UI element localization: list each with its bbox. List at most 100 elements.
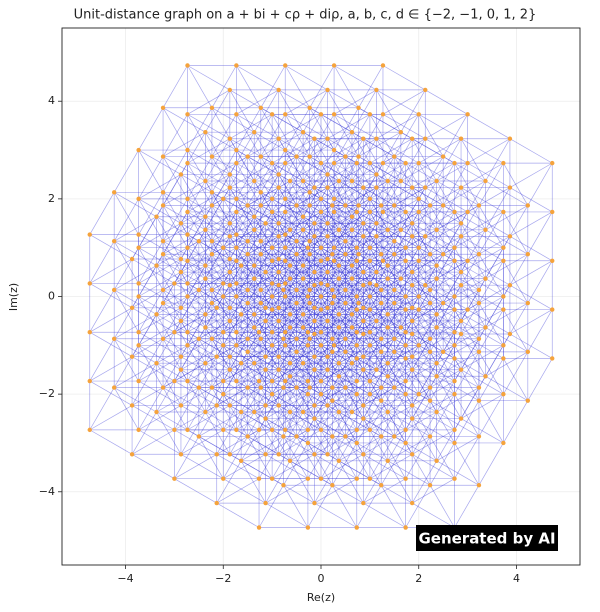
edge <box>393 254 420 297</box>
edge <box>320 236 364 262</box>
point <box>331 160 337 166</box>
point <box>318 378 324 384</box>
edge <box>223 405 266 431</box>
edge <box>138 271 182 297</box>
edge <box>460 271 504 297</box>
edge <box>333 260 359 304</box>
edge <box>236 107 262 151</box>
point <box>465 258 470 263</box>
edge <box>156 240 200 266</box>
point <box>343 385 348 390</box>
edge <box>418 222 462 248</box>
edge <box>314 271 340 315</box>
point <box>209 287 215 293</box>
point <box>379 300 384 306</box>
point <box>550 356 555 361</box>
point <box>427 398 433 403</box>
edge <box>284 254 310 297</box>
edge <box>363 296 406 322</box>
edge <box>382 138 426 164</box>
edge <box>356 387 382 431</box>
point <box>234 294 239 299</box>
edge <box>271 162 297 206</box>
edge <box>283 436 309 479</box>
edge <box>187 260 230 286</box>
edge <box>302 132 328 175</box>
edge <box>436 460 480 486</box>
edge <box>332 345 358 388</box>
point <box>227 354 233 359</box>
edge <box>412 236 455 262</box>
edge <box>436 205 480 231</box>
edge <box>320 205 346 248</box>
edge <box>369 453 413 479</box>
edge <box>162 65 188 108</box>
edge <box>442 253 486 279</box>
edge <box>442 162 468 206</box>
point <box>403 343 408 348</box>
edge <box>509 260 553 286</box>
edge <box>356 436 382 479</box>
edge <box>387 411 413 455</box>
edge <box>253 271 279 315</box>
edge <box>332 302 358 346</box>
edge <box>400 253 444 279</box>
edge <box>369 345 413 371</box>
edge <box>369 162 413 188</box>
point <box>294 252 299 257</box>
edge <box>253 411 279 455</box>
point <box>452 160 457 166</box>
edge <box>229 307 273 333</box>
edge <box>271 198 297 242</box>
edge <box>302 187 328 230</box>
point <box>330 252 335 257</box>
edge <box>254 338 297 364</box>
point <box>318 258 324 263</box>
edge <box>314 429 357 455</box>
edge <box>260 345 286 388</box>
point <box>185 294 190 299</box>
edge <box>302 369 328 413</box>
edge <box>376 198 419 224</box>
point <box>294 154 299 159</box>
edge <box>363 453 406 479</box>
edge <box>229 271 255 315</box>
edge <box>363 478 406 504</box>
edge <box>229 229 255 273</box>
edge <box>327 429 371 455</box>
edge <box>345 254 371 297</box>
edge <box>138 345 182 371</box>
edge <box>247 387 291 413</box>
edge <box>265 320 291 364</box>
point <box>440 252 446 257</box>
point <box>416 209 421 215</box>
point <box>269 378 275 384</box>
point <box>409 305 415 311</box>
edge <box>393 198 420 242</box>
edge <box>460 162 504 188</box>
edge <box>436 229 462 273</box>
edge <box>338 253 382 279</box>
edge <box>338 236 364 279</box>
edge <box>380 162 406 206</box>
point <box>300 263 306 268</box>
edge <box>236 89 279 115</box>
edge <box>418 205 444 248</box>
edge <box>236 234 279 260</box>
point <box>354 330 359 335</box>
point <box>361 416 366 421</box>
edge <box>442 114 468 157</box>
edge <box>338 387 382 413</box>
edge <box>114 387 157 413</box>
y-tick-label: −2 <box>39 387 55 400</box>
edge <box>454 400 480 444</box>
point <box>203 129 208 135</box>
edge <box>254 302 297 328</box>
edge <box>436 314 480 340</box>
point <box>276 403 281 408</box>
edge <box>333 114 377 140</box>
point <box>245 154 250 159</box>
edge <box>247 362 291 388</box>
edge <box>345 211 371 255</box>
edge <box>527 162 553 206</box>
